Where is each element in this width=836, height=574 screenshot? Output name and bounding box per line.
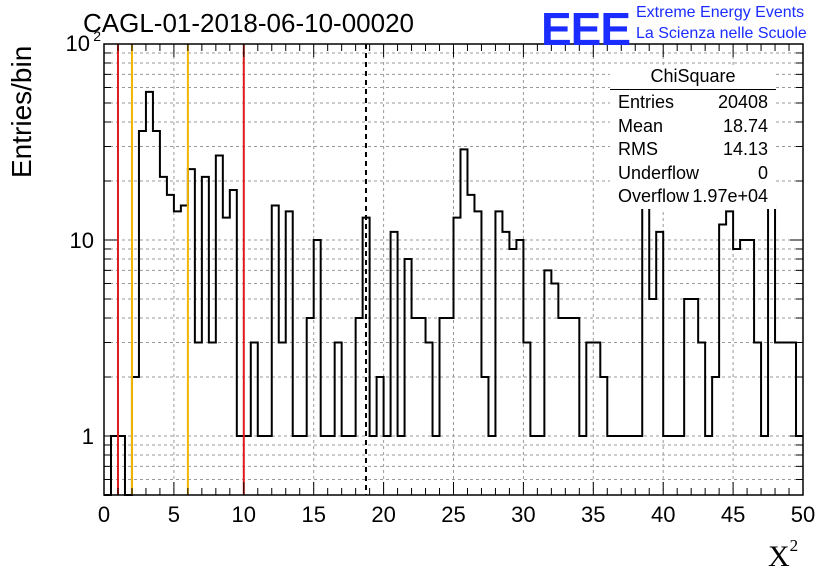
stats-row-overflow: Overflow 1.97e+04 — [618, 186, 768, 206]
x-tick-label: 5 — [168, 502, 180, 527]
logo-line-1: Extreme Energy Events — [636, 4, 805, 21]
eee-logo: EEE — [541, 3, 631, 55]
y-tick-label: 10 — [70, 228, 94, 253]
stats-row-entries: Entries 20408 — [618, 92, 768, 112]
x-axis-label: X2 — [768, 536, 799, 573]
stats-row-underflow: Underflow 0 — [618, 162, 768, 183]
x-tick-label: 40 — [651, 502, 675, 527]
x-tick-label: 25 — [441, 502, 465, 527]
chart-title: CAGL-01-2018-06-10-00020 — [83, 8, 414, 38]
x-tick-label: 20 — [371, 502, 395, 527]
stats-title: ChiSquare — [610, 66, 776, 90]
y-tick-label-exponent: 2 — [93, 28, 101, 44]
logo-line-2: La Scienza nelle Scuole — [636, 25, 807, 42]
x-tick-label: 10 — [232, 502, 256, 527]
y-tick-label: 10 — [66, 31, 90, 56]
histogram-line — [104, 90, 803, 496]
x-tick-label: 30 — [511, 502, 535, 527]
x-tick-label: 0 — [98, 502, 110, 527]
y-tick-label: 1 — [82, 424, 94, 449]
stats-box: ChiSquare Entries 20408 Mean 18.74 RMS 14.1… — [610, 66, 776, 209]
stats-row-mean: Mean 18.74 — [618, 115, 768, 136]
x-tick-label: 50 — [791, 502, 815, 527]
y-axis-label: Entries/bin — [6, 45, 37, 178]
x-tick-label: 15 — [301, 502, 325, 527]
x-tick-label: 45 — [721, 502, 745, 527]
x-tick-label: 35 — [581, 502, 605, 527]
stats-row-rms: RMS 14.13 — [618, 139, 768, 159]
